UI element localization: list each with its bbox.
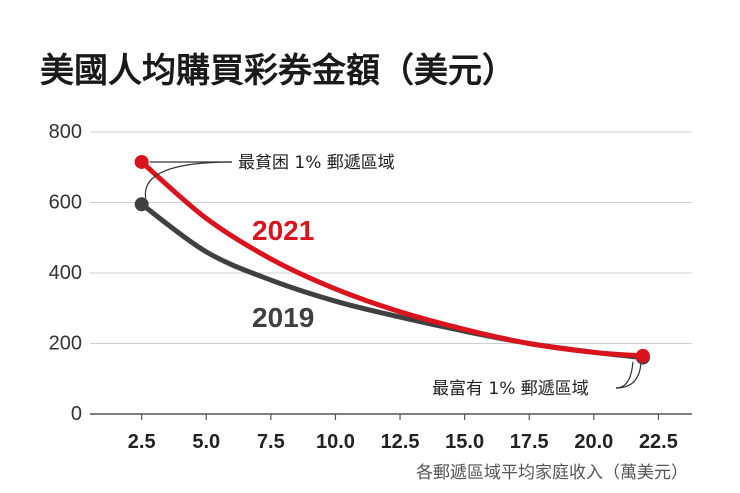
chart-title: 美國人均購買彩券金額（美元） <box>40 51 516 91</box>
x-tick-22.5: 22.5 <box>639 431 678 453</box>
annotation-richest: 最富有 1% 郵遞區域 <box>432 379 589 399</box>
x-tick-20.0: 20.0 <box>574 431 613 453</box>
marker-start-2021 <box>134 154 149 169</box>
series-line-2021 <box>139 159 646 359</box>
annotation-connectors <box>144 161 642 389</box>
x-tick-15.0: 15.0 <box>445 431 484 453</box>
y-tick-600: 600 <box>49 192 82 214</box>
marker-start-2019 <box>134 197 149 212</box>
x-axis-label: 各郵遞區域平均家庭收入（萬美元） <box>416 463 688 483</box>
series-label-2019: 2019 <box>252 302 314 333</box>
connector-poorest-2019 <box>144 161 233 199</box>
x-axis-ticks: 2.5 5.0 7.5 10.0 12.5 15.0 17.5 20.0 22.5 <box>128 414 678 453</box>
y-tick-0: 0 <box>71 403 82 425</box>
endpoint-markers <box>134 154 650 365</box>
gridlines <box>90 131 692 415</box>
series-lines <box>139 159 646 361</box>
x-tick-17.5: 17.5 <box>510 431 549 453</box>
y-tick-800: 800 <box>49 121 82 143</box>
y-axis-ticks: 0 200 400 600 800 <box>49 121 82 425</box>
series-label-2021: 2021 <box>252 215 314 246</box>
marker-end-2021 <box>635 348 650 363</box>
x-tick-7.5: 7.5 <box>257 431 285 453</box>
annotation-poorest: 最貧困 1% 郵遞區域 <box>238 153 395 173</box>
y-tick-400: 400 <box>49 262 82 284</box>
x-tick-12.5: 12.5 <box>381 431 420 453</box>
x-tick-10.0: 10.0 <box>316 431 355 453</box>
x-tick-2.5: 2.5 <box>128 431 156 453</box>
connector-richest-2019 <box>615 363 642 389</box>
y-tick-200: 200 <box>49 333 82 355</box>
x-tick-5.0: 5.0 <box>192 431 220 453</box>
